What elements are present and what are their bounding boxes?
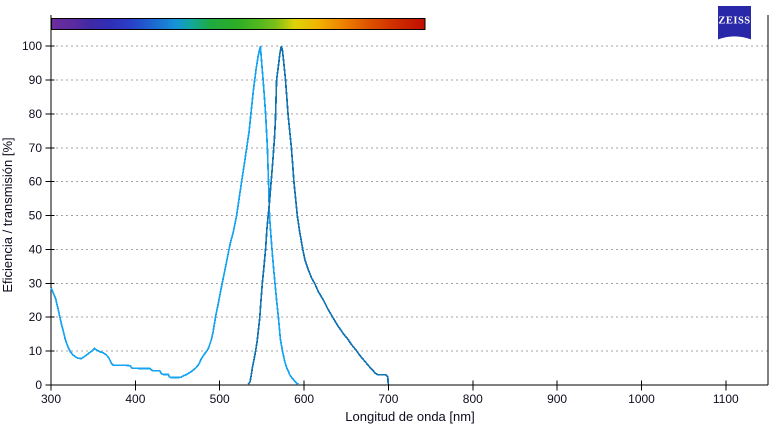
svg-text:Eficiencia / transmisión [%]: Eficiencia / transmisión [%] <box>0 137 15 292</box>
svg-text:40: 40 <box>29 242 43 256</box>
svg-text:400: 400 <box>125 392 145 406</box>
svg-text:100: 100 <box>22 39 42 53</box>
svg-text:30: 30 <box>29 276 43 290</box>
svg-text:10: 10 <box>29 344 43 358</box>
svg-text:500: 500 <box>210 392 230 406</box>
svg-text:50: 50 <box>29 209 43 223</box>
svg-text:1100: 1100 <box>713 392 739 406</box>
svg-text:20: 20 <box>29 310 43 324</box>
svg-text:80: 80 <box>29 107 43 121</box>
svg-text:1000: 1000 <box>628 392 655 406</box>
svg-text:300: 300 <box>41 392 61 406</box>
svg-text:70: 70 <box>29 141 43 155</box>
svg-text:800: 800 <box>463 392 483 406</box>
svg-text:ZEISS: ZEISS <box>718 15 750 26</box>
svg-text:0: 0 <box>35 378 42 392</box>
svg-text:600: 600 <box>294 392 314 406</box>
svg-text:Longitud de onda [nm]: Longitud de onda [nm] <box>345 409 474 424</box>
svg-text:700: 700 <box>378 392 398 406</box>
svg-text:90: 90 <box>29 73 43 87</box>
svg-text:900: 900 <box>547 392 567 406</box>
svg-text:60: 60 <box>29 175 43 189</box>
